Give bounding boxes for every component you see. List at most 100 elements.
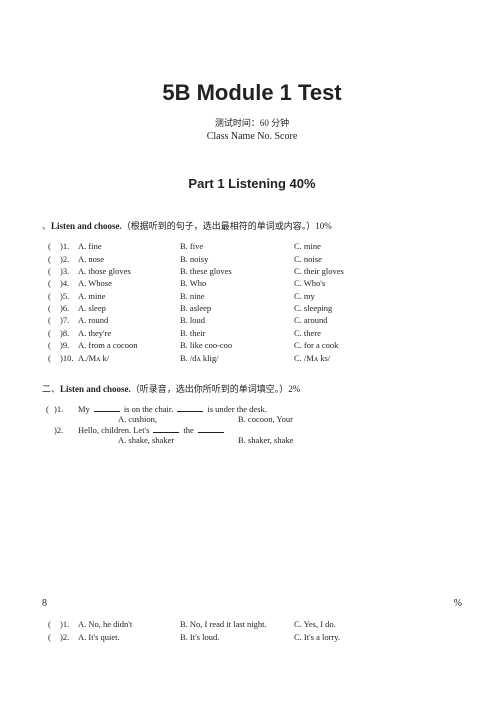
table-row: ()7.A. roundB. loudC. around — [46, 314, 346, 326]
table-row: ()3.A. those glovesB. these glovesC. the… — [46, 265, 346, 277]
blank[interactable] — [153, 424, 179, 433]
fill-block: ( )1. My is on the chair. is under the d… — [46, 403, 462, 445]
option-a: A. fine — [76, 240, 178, 252]
paren: ( — [46, 240, 58, 252]
option-c: C. mine — [292, 240, 346, 252]
fill-num: )2. — [54, 425, 78, 435]
fill-row-1b: A. cushion, B. cocoon, Your — [46, 414, 462, 424]
table-row: ()5.A. mineB. nineC. my — [46, 290, 346, 302]
paren: ( — [46, 265, 58, 277]
option-a: A. nose — [76, 252, 178, 264]
page-title: 5B Module 1 Test — [42, 80, 462, 106]
qnum: )4. — [58, 277, 76, 289]
option-a: A. those gloves — [76, 265, 178, 277]
option-c: C. their gloves — [292, 265, 346, 277]
fill-num: )1. — [54, 404, 78, 414]
qnum: )5. — [58, 290, 76, 302]
option-c: C. for a cook — [292, 339, 346, 351]
paren: ( — [46, 314, 58, 326]
option-b: B. like coo-coo — [178, 339, 292, 351]
option-a: A. Whose — [76, 277, 178, 289]
bottom-left: 8 — [42, 598, 47, 609]
option-b: B. asleep — [178, 302, 292, 314]
option-b: B. It's loud. — [178, 630, 292, 642]
option-b: B. loud — [178, 314, 292, 326]
option-a: A. round — [76, 314, 178, 326]
fill-text: My — [78, 404, 90, 414]
bottom-markers: 8 % — [42, 598, 462, 609]
table-row: ()2.A. It's quiet.B. It's loud.C. It's a… — [46, 630, 342, 642]
qnum: )1. — [58, 618, 76, 630]
option-b: B. their — [178, 327, 292, 339]
option-a: A. from a cocoon — [76, 339, 178, 351]
paren: ( — [46, 277, 58, 289]
paren: ( — [46, 327, 58, 339]
part1-title: Part 1 Listening 40% — [42, 176, 462, 191]
option-c: C. there — [292, 327, 346, 339]
qnum: )2. — [58, 252, 76, 264]
qnum: )6. — [58, 302, 76, 314]
qnum: )8. — [58, 327, 76, 339]
table-row: ()1.A. fineB. fiveC. mine — [46, 240, 346, 252]
table-row: ()2.A. noseB. noisyC. noise — [46, 252, 346, 264]
question-table-3: ()1.A. No, he didn'tB. No, I read it las… — [46, 618, 342, 643]
option-a: A. shake, shaker — [118, 435, 238, 445]
option-a: A. It's quiet. — [76, 630, 178, 642]
test-duration: 测试时间：60 分钟 — [42, 116, 462, 129]
fill-row-2: )2. Hello, children. Let's the — [46, 424, 462, 435]
blank[interactable] — [94, 403, 120, 412]
option-b: B. nine — [178, 290, 292, 302]
option-c: C. Yes, I do. — [292, 618, 342, 630]
question-table-1: ()1.A. fineB. fiveC. mine()2.A. noseB. n… — [46, 240, 346, 364]
paren: ( — [46, 302, 58, 314]
option-b: B. five — [178, 240, 292, 252]
option-b: B. Who — [178, 277, 292, 289]
class-info-line: Class Name No. Score — [42, 131, 462, 142]
bottom-right: % — [454, 598, 462, 609]
section2-heading: 二、Listen and choose.（听录音，选出你所听到的单词填空。）2% — [42, 382, 462, 395]
section1-bold: Listen and choose. — [51, 221, 122, 231]
option-b: B. these gloves — [178, 265, 292, 277]
option-b: B. shaker, shake — [238, 435, 293, 445]
option-a: A. mine — [76, 290, 178, 302]
option-b: B. cocoon, Your — [238, 414, 293, 424]
fill-text: the — [183, 425, 193, 435]
table-row: ()10.A./Mʌ k/B. /dʌ klig/C. /Mʌ ks/ — [46, 351, 346, 363]
paren: ( — [46, 339, 58, 351]
qnum: )2. — [58, 630, 76, 642]
paren: ( — [46, 630, 58, 642]
option-a: A. they're — [76, 327, 178, 339]
option-b: B. noisy — [178, 252, 292, 264]
option-c: C. It's a lorry. — [292, 630, 342, 642]
paren: ( — [46, 252, 58, 264]
option-c: C. noise — [292, 252, 346, 264]
blank[interactable] — [198, 424, 224, 433]
paren: ( — [46, 351, 58, 363]
option-c: C. my — [292, 290, 346, 302]
qnum: )3. — [58, 265, 76, 277]
option-c: C. Who's — [292, 277, 346, 289]
blank[interactable] — [177, 403, 203, 412]
section1-rest: （根据听到的句子，选出最相符的单词或内容。）10% — [122, 221, 332, 231]
qnum: )10. — [58, 351, 76, 363]
fill-text: Hello, children. Let's — [78, 425, 149, 435]
paren: ( — [46, 404, 54, 414]
option-b: B. No, I read it last night. — [178, 618, 292, 630]
option-a: A. sleep — [76, 302, 178, 314]
table-row: ()1.A. No, he didn'tB. No, I read it las… — [46, 618, 342, 630]
option-c: C. around — [292, 314, 346, 326]
paren: ( — [46, 290, 58, 302]
fill-row-1: ( )1. My is on the chair. is under the d… — [46, 403, 462, 414]
section1-prefix: 、 — [42, 221, 51, 231]
table-row: ()9. A. from a cocoonB. like coo-coo C. … — [46, 339, 346, 351]
section2-bold: Listen and choose. — [60, 384, 131, 394]
qnum: )9. — [58, 339, 76, 351]
section2-rest: （听录音，选出你所听到的单词填空。）2% — [131, 384, 301, 394]
qnum: )7. — [58, 314, 76, 326]
fill-text: is on the chair. — [124, 404, 174, 414]
option-c: C. sleeping — [292, 302, 346, 314]
table-row: ()6.A. sleepB. asleepC. sleeping — [46, 302, 346, 314]
option-a: A. cushion, — [118, 414, 238, 424]
section1-heading: 、Listen and choose.（根据听到的句子，选出最相符的单词或内容。… — [42, 219, 462, 232]
table-row: ()8.A. they'reB. theirC. there — [46, 327, 346, 339]
